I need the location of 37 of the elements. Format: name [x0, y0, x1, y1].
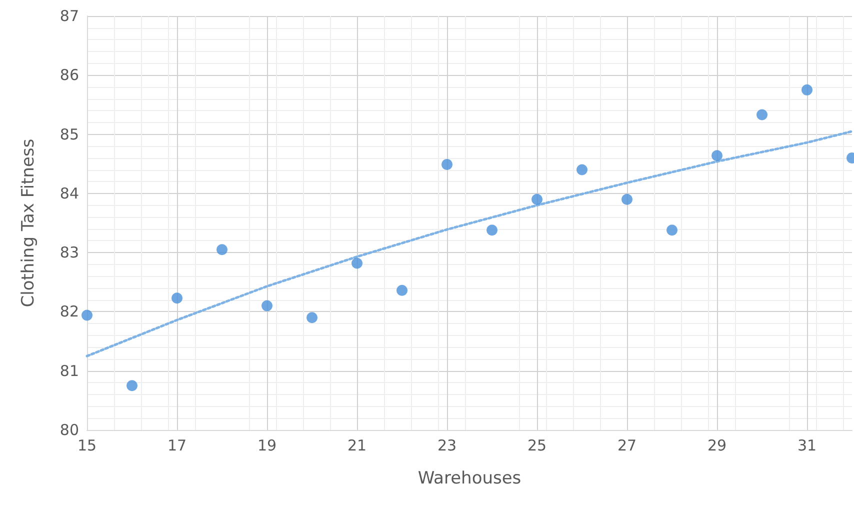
x-axis-title: Warehouses: [418, 468, 522, 488]
point: [442, 158, 452, 170]
y-tick-label: 84: [60, 184, 79, 202]
line-series: [86, 130, 854, 358]
point: [756, 109, 768, 120]
y-tick-label: 81: [60, 362, 79, 380]
point: [486, 224, 498, 236]
point: [802, 84, 812, 96]
point: [666, 224, 678, 236]
point: [82, 310, 92, 321]
y-tick-label: 87: [60, 7, 79, 25]
y-tick-label: 80: [60, 421, 79, 439]
x-tick-label: 23: [437, 436, 457, 454]
x-tick-label: 27: [617, 436, 637, 454]
x-tick-label: 29: [707, 436, 727, 454]
point: [622, 194, 632, 205]
y-tick-label: 83: [60, 244, 79, 262]
x-tick-label: 17: [167, 436, 187, 454]
point: [262, 300, 272, 312]
x-tick-label: 15: [77, 436, 97, 454]
x-tick-label: 21: [347, 436, 367, 454]
point: [216, 244, 228, 256]
x-tick-label: 31: [797, 436, 817, 454]
point: [306, 312, 318, 324]
point: [576, 164, 588, 176]
y-tick-label: 86: [60, 66, 79, 84]
y-tick-label: 82: [60, 302, 79, 321]
point: [126, 380, 138, 392]
point: [396, 284, 408, 296]
y-tick-label: 85: [60, 125, 79, 144]
point: [352, 258, 362, 269]
point: [712, 150, 722, 162]
x-tick-label: 25: [527, 436, 547, 454]
x-tick-label: 19: [257, 436, 277, 454]
point: [532, 194, 542, 205]
point: [172, 292, 182, 304]
y-axis-title: Clothing Tax Fitness: [18, 138, 38, 308]
